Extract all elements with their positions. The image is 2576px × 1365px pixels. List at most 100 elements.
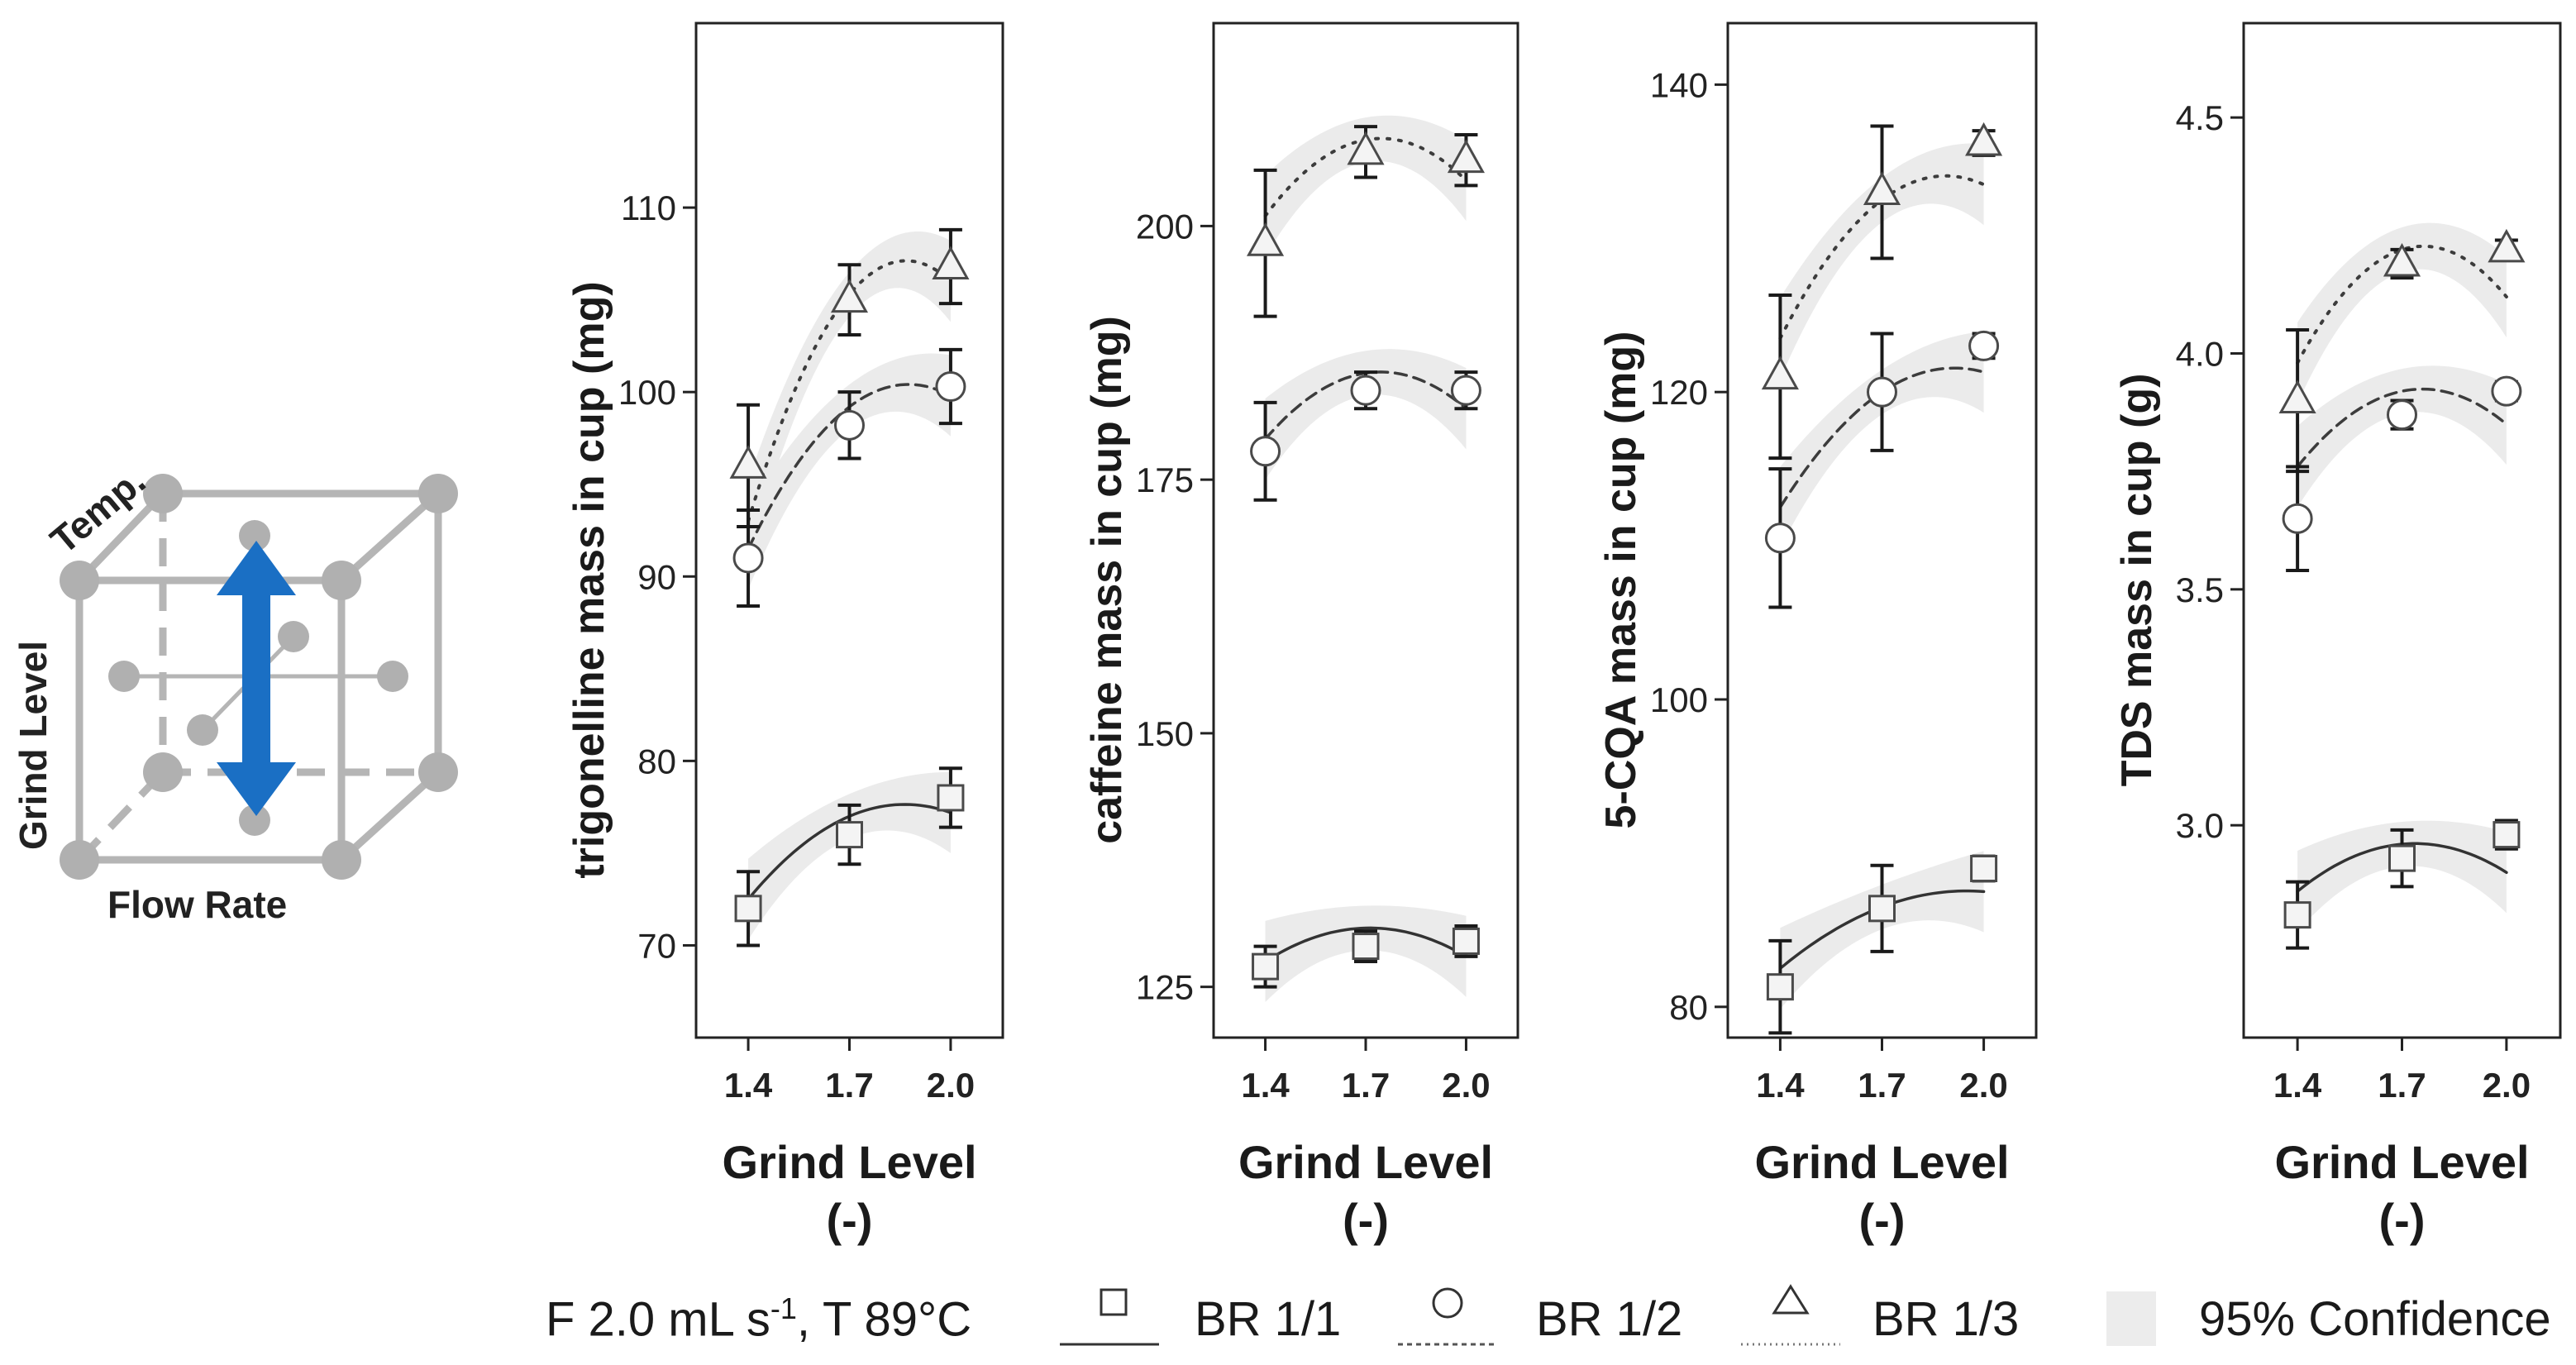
plot-frame	[694, 21, 1004, 1039]
confidence-band	[1265, 349, 1467, 480]
x-axis-title: Grind Level	[1754, 1136, 2009, 1188]
data-point-triangle	[729, 445, 767, 479]
x-tick-label: 2.0	[1959, 1066, 2007, 1105]
x-tick-label: 1.4	[2273, 1066, 2322, 1105]
data-point-square	[734, 895, 762, 923]
confidence-band	[748, 353, 951, 589]
chart-panel-4: 3.0 3.5 4.0 4.5 1.4 1.7 2.0 Grind Level (-) TDS m…	[2113, 21, 2562, 1246]
x-axis-unit: (-)	[2379, 1194, 2426, 1246]
design-cube-diagram: Temp. Grind Level Flow Rate	[12, 459, 458, 926]
data-point-circle	[1764, 523, 1796, 554]
data-point-circle	[2387, 399, 2417, 431]
x-axis-unit: (-)	[1343, 1194, 1389, 1246]
x-tick-label: 1.7	[1342, 1066, 1390, 1105]
data-point-circle	[1867, 376, 1897, 408]
x-axis-unit: (-)	[827, 1194, 873, 1246]
y-tick-label: 200	[1136, 207, 1194, 246]
y-axis-title: caffeine mass in cup (mg)	[1083, 316, 1131, 844]
data-point-triangle	[1761, 356, 1799, 390]
data-point-square	[1868, 895, 1896, 923]
data-point-triangle	[1863, 171, 1901, 205]
fit-line	[1263, 926, 1468, 963]
chart-area: 70 80 90 100 110 1.4 1.7 2.0 Grind Level (-) trigo…	[565, 21, 2562, 1246]
data-point-square	[1766, 973, 1794, 1001]
legend-condition-sup: -1	[770, 1291, 797, 1325]
legend-confidence-swatch	[2106, 1291, 2156, 1346]
data-point-triangle	[2278, 379, 2316, 414]
data-point-triangle	[1965, 122, 2003, 156]
y-tick-label: 4.5	[2176, 98, 2224, 137]
x-axis-title: Grind Level	[1238, 1136, 1493, 1188]
x-tick-label: 2.0	[927, 1066, 975, 1105]
y-tick-label: 125	[1136, 968, 1194, 1007]
y-tick-label: 80	[1669, 988, 1708, 1027]
y-tick-label: 70	[637, 926, 676, 965]
fit-line	[2296, 387, 2508, 469]
data-point-circle	[1968, 330, 2000, 361]
up-down-arrow-icon	[217, 541, 296, 816]
data-point-circle	[935, 370, 966, 402]
chart-panel-1: 70 80 90 100 110 1.4 1.7 2.0 Grind Level (-) trigo…	[565, 21, 1004, 1246]
y-tick-label: 140	[1650, 65, 1708, 104]
legend-condition-main: F 2.0 mL s	[546, 1292, 770, 1347]
data-point-square	[2283, 901, 2311, 929]
data-point-triangle	[1447, 139, 1485, 174]
y-tick-label: 90	[637, 557, 676, 596]
data-point-circle	[1250, 436, 1281, 467]
grind-axis-label: Grind Level	[12, 641, 55, 850]
y-tick-label: 4.0	[2176, 334, 2224, 373]
x-tick-label: 1.7	[825, 1066, 873, 1105]
data-point-square	[836, 821, 863, 849]
data-point-triangle	[1247, 222, 1285, 256]
confidence-band	[1265, 115, 1467, 257]
legend-label-br11: BR 1/1	[1195, 1292, 1342, 1346]
x-axis-title: Grind Level	[2274, 1136, 2529, 1188]
x-tick-label: 1.7	[2378, 1066, 2426, 1105]
y-tick-label: 150	[1136, 714, 1194, 753]
confidence-band	[1265, 905, 1467, 1003]
data-point-square	[1970, 855, 1998, 882]
legend-label-br12: BR 1/2	[1536, 1292, 1683, 1346]
x-tick-label: 2.0	[2483, 1066, 2531, 1105]
data-point-circle	[2491, 375, 2522, 407]
legend-label-confidence: 95% Confidence	[2199, 1292, 2551, 1346]
data-point-circle	[1450, 375, 1481, 406]
confidence-band	[2297, 222, 2507, 403]
y-tick-label: 110	[621, 189, 676, 227]
data-point-triangle	[1347, 131, 1385, 165]
x-axis-unit: (-)	[1859, 1194, 1906, 1246]
confidence-band	[748, 771, 951, 940]
cube-nodes	[60, 474, 458, 880]
y-tick-label: 175	[1136, 461, 1194, 499]
legend-symbol-br12	[1398, 1287, 1497, 1346]
data-point-triangle	[2383, 242, 2421, 277]
data-point-circle	[732, 542, 764, 574]
data-point-square	[2388, 844, 2416, 872]
fit-line	[747, 259, 952, 523]
data-point-square	[2493, 821, 2521, 849]
fit-line	[2296, 244, 2508, 365]
x-tick-label: 1.4	[724, 1066, 773, 1105]
legend-symbol-br13	[1741, 1284, 1840, 1346]
flow-axis-label: Flow Rate	[107, 883, 287, 926]
x-tick-label: 2.0	[1442, 1066, 1490, 1105]
y-tick-label: 80	[637, 742, 676, 780]
data-point-square	[1352, 933, 1380, 961]
data-point-triangle	[2488, 228, 2526, 263]
data-point-triangle	[932, 246, 970, 279]
x-tick-label: 1.4	[1756, 1066, 1805, 1105]
y-tick-label: 100	[1650, 680, 1708, 719]
x-tick-label: 1.4	[1241, 1066, 1290, 1105]
confidence-band	[1780, 143, 1984, 379]
confidence-band	[1780, 331, 1984, 548]
x-axis-title: Grind Level	[722, 1136, 976, 1188]
y-tick-label: 120	[1650, 373, 1708, 412]
data-point-circle	[2282, 503, 2313, 534]
data-point-square	[1452, 927, 1480, 955]
data-point-square	[1252, 952, 1280, 981]
y-tick-label: 100	[618, 373, 676, 412]
legend-condition: F 2.0 mL s-1, T 89°C	[546, 1291, 971, 1347]
legend-symbol-br11	[1060, 1288, 1159, 1346]
legend: F 2.0 mL s-1, T 89°C BR 1/1 BR 1/2 BR 1/…	[0, 1280, 2576, 1363]
y-axis-title: trigonelline mass in cup (mg)	[565, 281, 613, 878]
